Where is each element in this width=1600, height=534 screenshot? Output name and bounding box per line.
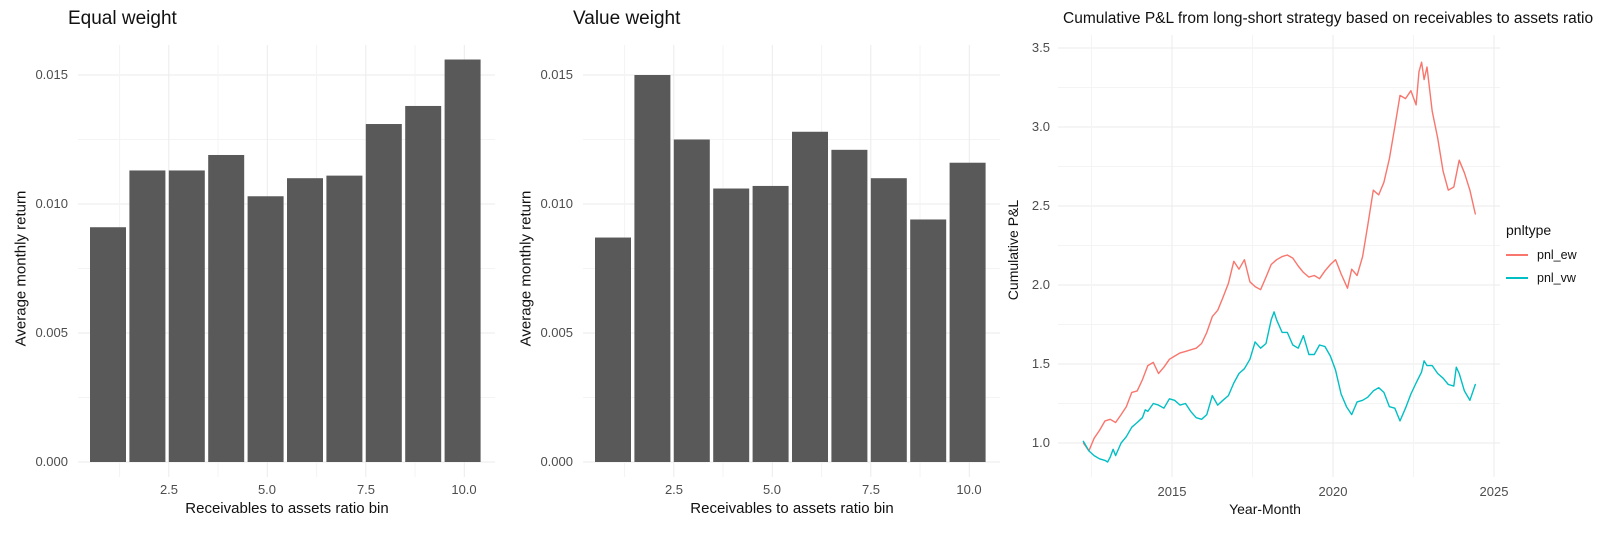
x-axis-title: Receivables to assets ratio bin xyxy=(690,500,894,517)
y-tick-label: 2.5 xyxy=(1031,198,1050,213)
chart-title-value-weight: Value weight xyxy=(573,8,681,29)
y-tick-label: 1.5 xyxy=(1031,356,1050,371)
pnl-vw-line-swatch-icon xyxy=(1506,277,1528,279)
x-tick-label: 10.0 xyxy=(451,482,477,497)
x-tick-label: 2025 xyxy=(1479,484,1509,499)
legend: pnltype pnl_ew pnl_vw xyxy=(1506,222,1598,294)
x-tick-label: 5.0 xyxy=(762,482,782,497)
x-tick-label: 10.0 xyxy=(956,482,982,497)
value-weight-plot xyxy=(583,45,1000,477)
y-tick-label: 3.0 xyxy=(1031,119,1050,134)
x-axis-title: Receivables to assets ratio bin xyxy=(185,500,389,517)
equal-weight-plot xyxy=(78,45,495,477)
y-tick-label: 0.005 xyxy=(35,325,68,340)
x-tick-label: 2.5 xyxy=(664,482,684,497)
legend-item-pnl-ew: pnl_ew xyxy=(1506,248,1598,262)
y-tick-label: 0.015 xyxy=(35,67,68,82)
y-tick-label: 0.010 xyxy=(540,196,573,211)
chart-title-cumulative-pnl: Cumulative P&L from long-short strategy … xyxy=(1063,10,1594,27)
y-tick-label: 3.5 xyxy=(1031,40,1050,55)
y-tick-label: 1.0 xyxy=(1031,435,1050,450)
cumulative-pnl-plot xyxy=(1058,35,1500,477)
y-tick-label: 0.000 xyxy=(540,454,573,469)
y-tick-label: 0.015 xyxy=(540,67,573,82)
pnl-ew-line-swatch-icon xyxy=(1506,254,1528,256)
x-tick-label: 7.5 xyxy=(356,482,376,497)
x-tick-label: 5.0 xyxy=(257,482,277,497)
equal-weight-panel: Equal weight Average monthly return 0.00… xyxy=(0,0,505,534)
value-weight-panel: Value weight Average monthly return 0.00… xyxy=(505,0,1000,534)
chart-title-equal-weight: Equal weight xyxy=(68,8,177,29)
x-tick-label: 7.5 xyxy=(861,482,881,497)
y-tick-label: 0.010 xyxy=(35,196,68,211)
y-tick-label: 2.0 xyxy=(1031,277,1050,292)
legend-item-pnl-vw: pnl_vw xyxy=(1506,271,1598,285)
x-tick-label: 2020 xyxy=(1318,484,1348,499)
cumulative-pnl-panel: Cumulative P&L from long-short strategy … xyxy=(1000,0,1600,534)
x-tick-label: 2015 xyxy=(1157,484,1187,499)
x-axis-title: Year-Month xyxy=(1229,501,1301,517)
legend-title: pnltype xyxy=(1506,222,1552,238)
y-tick-label: 0.000 xyxy=(35,454,68,469)
legend-label: pnl_vw xyxy=(1537,271,1576,285)
x-tick-label: 2.5 xyxy=(159,482,179,497)
legend-label: pnl_ew xyxy=(1537,248,1577,262)
y-tick-label: 0.005 xyxy=(540,325,573,340)
